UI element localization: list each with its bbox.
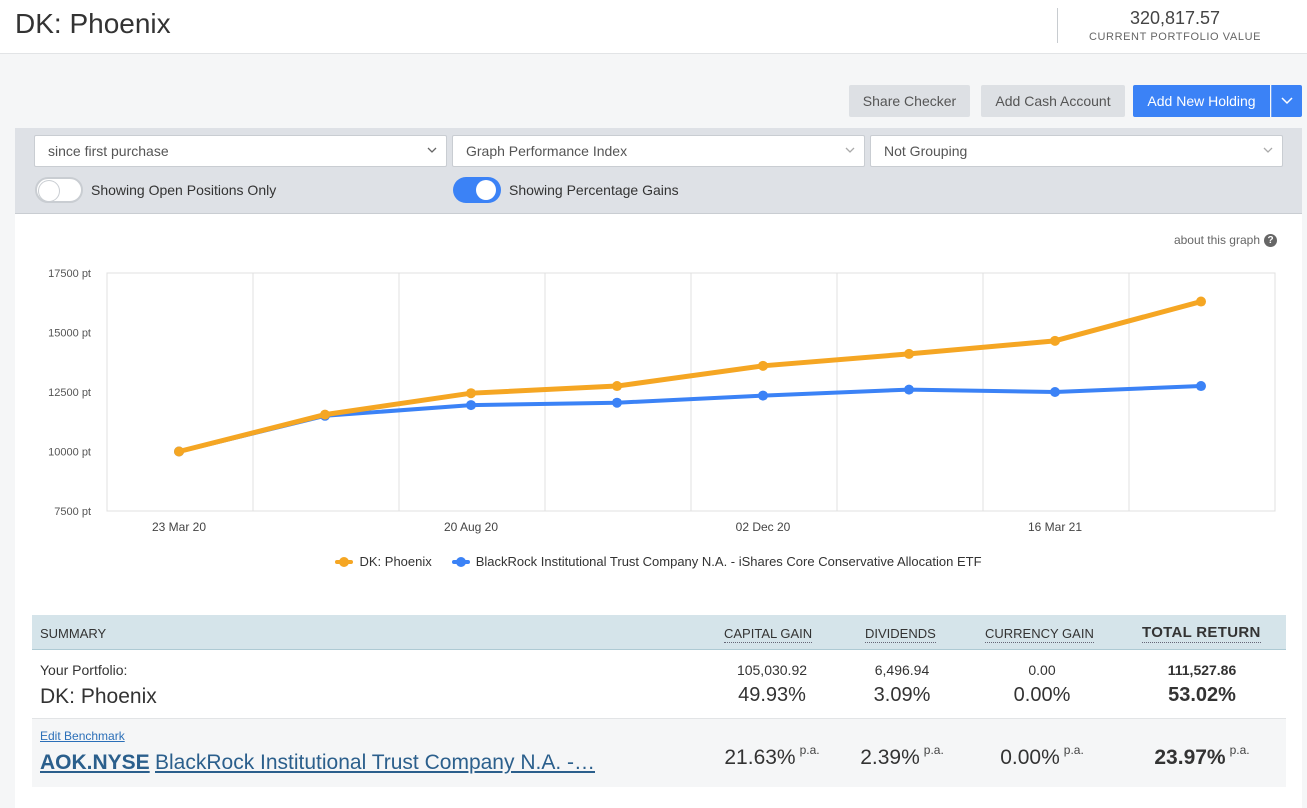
benchmark-capital-gain: 21.63% p.a.	[702, 743, 842, 770]
total-return-heading[interactable]: TOTAL RETURN	[1142, 624, 1261, 643]
graph-type-select-value: Graph Performance Index	[466, 143, 628, 159]
pa-label: p.a.	[1229, 743, 1250, 757]
toggle-knob	[39, 181, 59, 201]
total-return-amount: 111,527.86	[1167, 662, 1237, 678]
legend-item-portfolio[interactable]: DK: Phoenix	[335, 554, 432, 569]
grouping-select[interactable]: Not Grouping	[870, 135, 1283, 167]
page-title: DK: Phoenix	[15, 8, 171, 39]
percentage-gains-label: Showing Percentage Gains	[509, 182, 679, 198]
benchmark-total-return-value: 23.97%	[1154, 746, 1226, 769]
about-graph-label: about this graph	[1173, 233, 1260, 247]
benchmark-row: Edit Benchmark AOK.NYSE BlackRock Instit…	[32, 719, 1286, 787]
legend-swatch-portfolio	[335, 556, 354, 567]
series-line-portfolio	[176, 299, 1204, 454]
benchmark-dividends-value: 2.39%	[860, 746, 920, 769]
y-tick-label: 17500 pt	[48, 268, 91, 280]
series-line-benchmark	[177, 384, 1203, 454]
period-select[interactable]: since first purchase	[34, 135, 447, 167]
legend-item-benchmark[interactable]: BlackRock Institutional Trust Company N.…	[451, 554, 982, 569]
y-tick-label: 15000 pt	[48, 328, 91, 340]
currency-gain-heading[interactable]: CURRENCY GAIN	[985, 626, 1094, 643]
data-point-benchmark	[612, 397, 622, 408]
add-holding-dropdown-button[interactable]	[1271, 85, 1302, 117]
dividends-percent: 3.09%	[873, 684, 931, 706]
your-portfolio-label: Your Portfolio:	[40, 662, 128, 678]
chevron-down-icon	[1281, 97, 1293, 105]
data-point-portfolio	[1050, 335, 1060, 346]
pa-label: p.a.	[923, 743, 944, 757]
data-point-benchmark	[758, 390, 768, 401]
open-positions-toggle[interactable]	[35, 177, 83, 203]
data-point-benchmark	[1196, 381, 1206, 392]
dividends-heading[interactable]: DIVIDENDS	[865, 626, 936, 643]
portfolio-row: Your Portfolio: DK: Phoenix 105,030.92 4…	[32, 650, 1286, 719]
toggle-knob	[476, 180, 496, 200]
summary-heading: SUMMARY	[40, 626, 107, 641]
divider	[1057, 8, 1058, 43]
about-graph-link[interactable]: about this graph ?	[1174, 233, 1277, 247]
summary-header: SUMMARY CAPITAL GAIN DIVIDENDS CURRENCY …	[32, 615, 1286, 650]
benchmark-dividends: 2.39% p.a.	[832, 743, 972, 770]
y-tick-label: 7500 pt	[54, 506, 91, 518]
add-new-holding-button[interactable]: Add New Holding	[1133, 85, 1270, 117]
legend-swatch-benchmark	[451, 556, 470, 567]
x-tick-label: 23 Mar 20	[152, 520, 206, 534]
total-return-percent: 53.02%	[1168, 684, 1236, 706]
benchmark-currency-gain: 0.00% p.a.	[972, 743, 1112, 770]
portfolio-value-label: CURRENT PORTFOLIO VALUE	[1088, 31, 1262, 43]
top-bar: DK: Phoenix 320,817.57 CURRENT PORTFOLIO…	[0, 0, 1307, 54]
pa-label: p.a.	[1063, 743, 1084, 757]
currency-gain-percent: 0.00%	[1013, 684, 1071, 706]
data-point-benchmark	[466, 400, 476, 411]
data-point-benchmark	[904, 384, 914, 395]
benchmark-capital-gain-value: 21.63%	[724, 746, 796, 769]
chevron-down-icon	[1263, 147, 1273, 153]
x-tick-label: 02 Dec 20	[736, 520, 791, 534]
edit-benchmark-link[interactable]: Edit Benchmark	[40, 729, 125, 743]
summary-table: SUMMARY CAPITAL GAIN DIVIDENDS CURRENCY …	[32, 615, 1286, 787]
capital-gain-heading[interactable]: CAPITAL GAIN	[724, 626, 813, 643]
period-select-value: since first purchase	[48, 143, 169, 159]
currency-gain-amount: 0.00	[1028, 662, 1056, 678]
data-point-portfolio	[758, 360, 768, 371]
data-point-portfolio	[612, 381, 622, 392]
grouping-select-value: Not Grouping	[884, 143, 968, 159]
performance-chart: 17500 pt 15000 pt 12500 pt 10000 pt 7500 pt 2…	[48, 268, 1276, 534]
benchmark-currency-gain-value: 0.00%	[1000, 746, 1060, 769]
portfolio-name: DK: Phoenix	[40, 685, 157, 708]
data-point-benchmark	[1050, 387, 1060, 397]
chart-legend: DK: Phoenix BlackRock Institutional Trus…	[15, 554, 1302, 569]
x-tick-label: 20 Aug 20	[444, 520, 498, 534]
chevron-down-icon	[427, 147, 437, 153]
share-checker-button[interactable]: Share Checker	[849, 85, 970, 117]
pa-label: p.a.	[799, 743, 820, 757]
data-point-portfolio	[466, 388, 476, 399]
y-tick-label: 12500 pt	[48, 387, 91, 399]
y-tick-label: 10000 pt	[48, 447, 91, 459]
chevron-down-icon	[845, 147, 855, 153]
chart-panel: about this graph ? 17500 pt 15000 pt 12500…	[15, 214, 1302, 808]
data-point-portfolio	[174, 446, 184, 457]
open-positions-label: Showing Open Positions Only	[91, 182, 277, 198]
filter-bar: since first purchase Graph Performance I…	[15, 128, 1302, 214]
x-tick-label: 16 Mar 21	[1028, 520, 1082, 534]
data-point-portfolio	[1196, 296, 1206, 307]
legend-label-benchmark: BlackRock Institutional Trust Company N.…	[475, 554, 982, 569]
benchmark-total-return: 23.97% p.a.	[1132, 743, 1272, 770]
help-icon: ?	[1264, 233, 1277, 247]
legend-label-portfolio: DK: Phoenix	[359, 554, 432, 569]
benchmark-name-link[interactable]: BlackRock Institutional Trust Company N.…	[155, 751, 595, 774]
capital-gain-percent: 49.93%	[738, 684, 806, 706]
graph-type-select[interactable]: Graph Performance Index	[452, 135, 865, 167]
percentage-gains-toggle[interactable]	[453, 177, 501, 203]
add-cash-account-button[interactable]: Add Cash Account	[981, 85, 1125, 117]
benchmark-code-link[interactable]: AOK.NYSE	[40, 751, 150, 774]
data-point-portfolio	[320, 409, 330, 420]
dividends-amount: 6,496.94	[874, 662, 930, 678]
capital-gain-amount: 105,030.92	[736, 662, 808, 678]
data-point-portfolio	[904, 348, 914, 359]
portfolio-value: 320,817.57	[1129, 8, 1221, 28]
